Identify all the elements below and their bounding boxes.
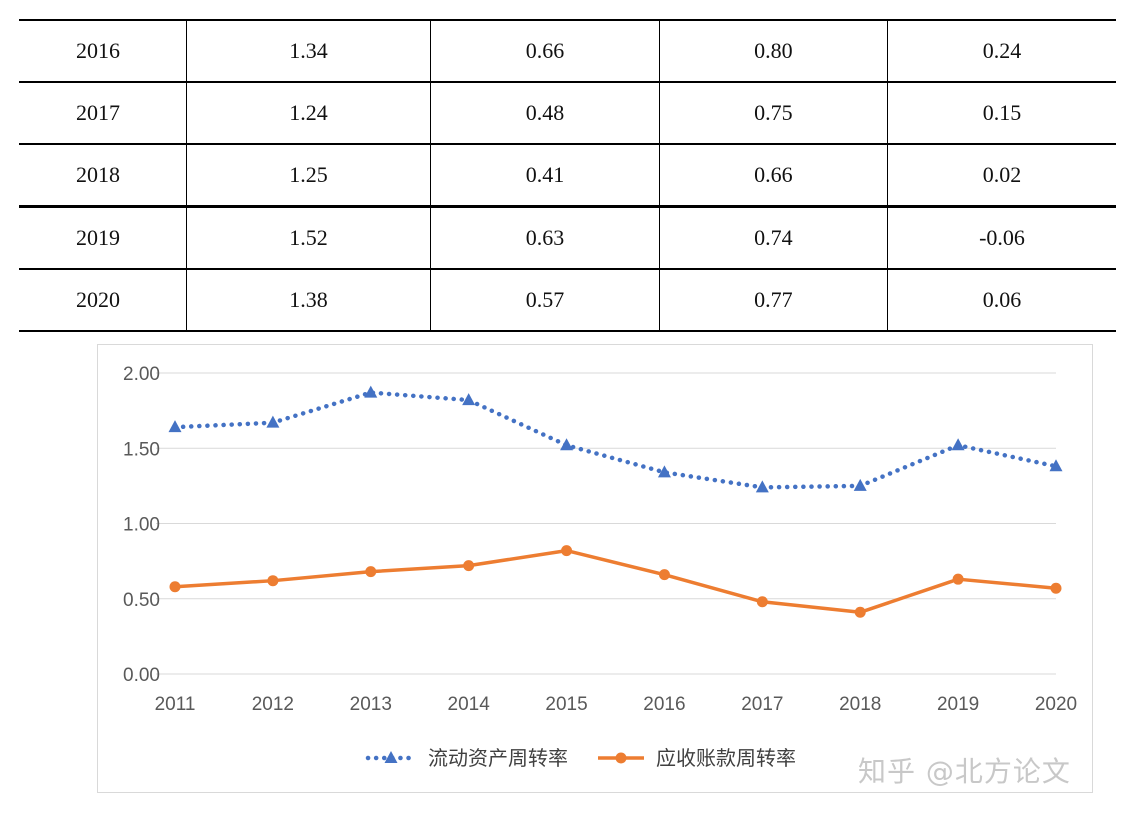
- table-cell-value: 1.38: [185, 268, 431, 332]
- data-point-triangle: [364, 385, 378, 398]
- data-point-triangle: [1049, 459, 1063, 472]
- data-point-triangle: [951, 438, 965, 451]
- table-cell-value: 0.80: [658, 19, 888, 82]
- legend-label: 流动资产周转率: [428, 746, 568, 770]
- data-point-circle: [561, 545, 573, 557]
- table-row: 2019 1.52 0.63 0.74 -0.06: [19, 205, 1116, 269]
- y-tick-label: 0.00: [123, 665, 160, 686]
- data-point-circle: [267, 575, 279, 587]
- table-cell-value: 0.15: [887, 81, 1116, 144]
- table-cell-year: 2016: [19, 19, 187, 82]
- table-cell-value: -0.06: [887, 205, 1116, 269]
- table-cell-year: 2019: [19, 205, 187, 269]
- table-cell-value: 0.66: [658, 143, 888, 207]
- data-point-circle: [854, 606, 866, 618]
- table-cell-value: 0.66: [430, 19, 660, 82]
- legend-marker-circle: [615, 752, 627, 764]
- table-row: 2016 1.34 0.66 0.80 0.24: [19, 19, 1116, 82]
- watermark: 知乎 @北方论文: [858, 755, 1071, 788]
- data-point-circle: [658, 569, 670, 581]
- x-tick-label: 2014: [448, 694, 491, 715]
- series-line-1: [172, 390, 1059, 490]
- table-cell-value: 0.41: [430, 143, 660, 207]
- y-tick-label: 0.50: [123, 590, 160, 611]
- table-cell-year: 2018: [19, 143, 187, 207]
- legend-marker-triangle: [384, 751, 398, 763]
- table-cell-value: 0.63: [430, 205, 660, 269]
- data-point-triangle: [168, 420, 182, 433]
- x-tick-label: 2017: [741, 694, 783, 715]
- table-cell-value: 0.06: [887, 268, 1116, 332]
- table-cell-value: 1.52: [185, 205, 431, 269]
- x-tick-label: 2020: [1035, 694, 1077, 715]
- legend-label: 应收账款周转率: [656, 746, 796, 770]
- data-point-circle: [169, 581, 181, 593]
- table-row: 2020 1.38 0.57 0.77 0.06: [19, 268, 1116, 332]
- x-tick-label: 2016: [643, 694, 685, 715]
- x-tick-label: 2012: [252, 694, 294, 715]
- data-point-circle: [952, 573, 964, 585]
- series-line-2: [173, 548, 1058, 615]
- table-cell-value: 0.57: [430, 268, 660, 332]
- table-cell-value: 0.24: [887, 19, 1116, 82]
- x-tick-label: 2018: [839, 694, 881, 715]
- y-tick-label: 1.00: [123, 515, 160, 536]
- table-cell-value: 1.24: [185, 81, 431, 144]
- data-point-circle: [463, 560, 475, 572]
- x-tick-label: 2015: [545, 694, 587, 715]
- y-tick-label: 2.00: [123, 364, 160, 385]
- x-tick-label: 2013: [350, 694, 392, 715]
- x-tick-label: 2019: [937, 694, 979, 715]
- line-chart: 0.00 0.50 1.00 1.50 2.00 2011 2012 2013 2014 2015…: [123, 364, 1077, 770]
- table-row: 2018 1.25 0.41 0.66 0.02: [19, 143, 1116, 207]
- data-table: 2016 1.34 0.66 0.80 0.24 2017 1.24 0.48 0.75 0.15…: [19, 19, 1116, 332]
- table-cell-value: 0.48: [430, 81, 660, 144]
- table-row: 2017 1.24 0.48 0.75 0.15: [19, 81, 1116, 144]
- data-point-triangle: [657, 465, 671, 478]
- data-point-circle: [365, 566, 377, 578]
- chart-frame: 0.00 0.50 1.00 1.50 2.00 2011 2012 2013 2014 2015…: [97, 344, 1093, 793]
- data-point-circle: [756, 596, 768, 608]
- table-cell-value: 0.02: [887, 143, 1116, 207]
- data-point-circle: [1050, 582, 1062, 594]
- data-point-triangle: [462, 393, 476, 406]
- data-point-triangle: [755, 480, 769, 493]
- y-tick-label: 1.50: [123, 439, 160, 460]
- table-cell-value: 1.25: [185, 143, 431, 207]
- table-cell-value: 1.34: [185, 19, 431, 82]
- table-cell-year: 2017: [19, 81, 187, 144]
- data-point-triangle: [560, 438, 574, 451]
- x-tick-label: 2011: [155, 694, 196, 715]
- table-cell-value: 0.77: [658, 268, 888, 332]
- data-point-triangle: [853, 478, 867, 491]
- table-cell-value: 0.75: [658, 81, 888, 144]
- table-cell-year: 2020: [19, 268, 187, 332]
- table-cell-value: 0.74: [658, 205, 888, 269]
- data-point-triangle: [266, 415, 280, 428]
